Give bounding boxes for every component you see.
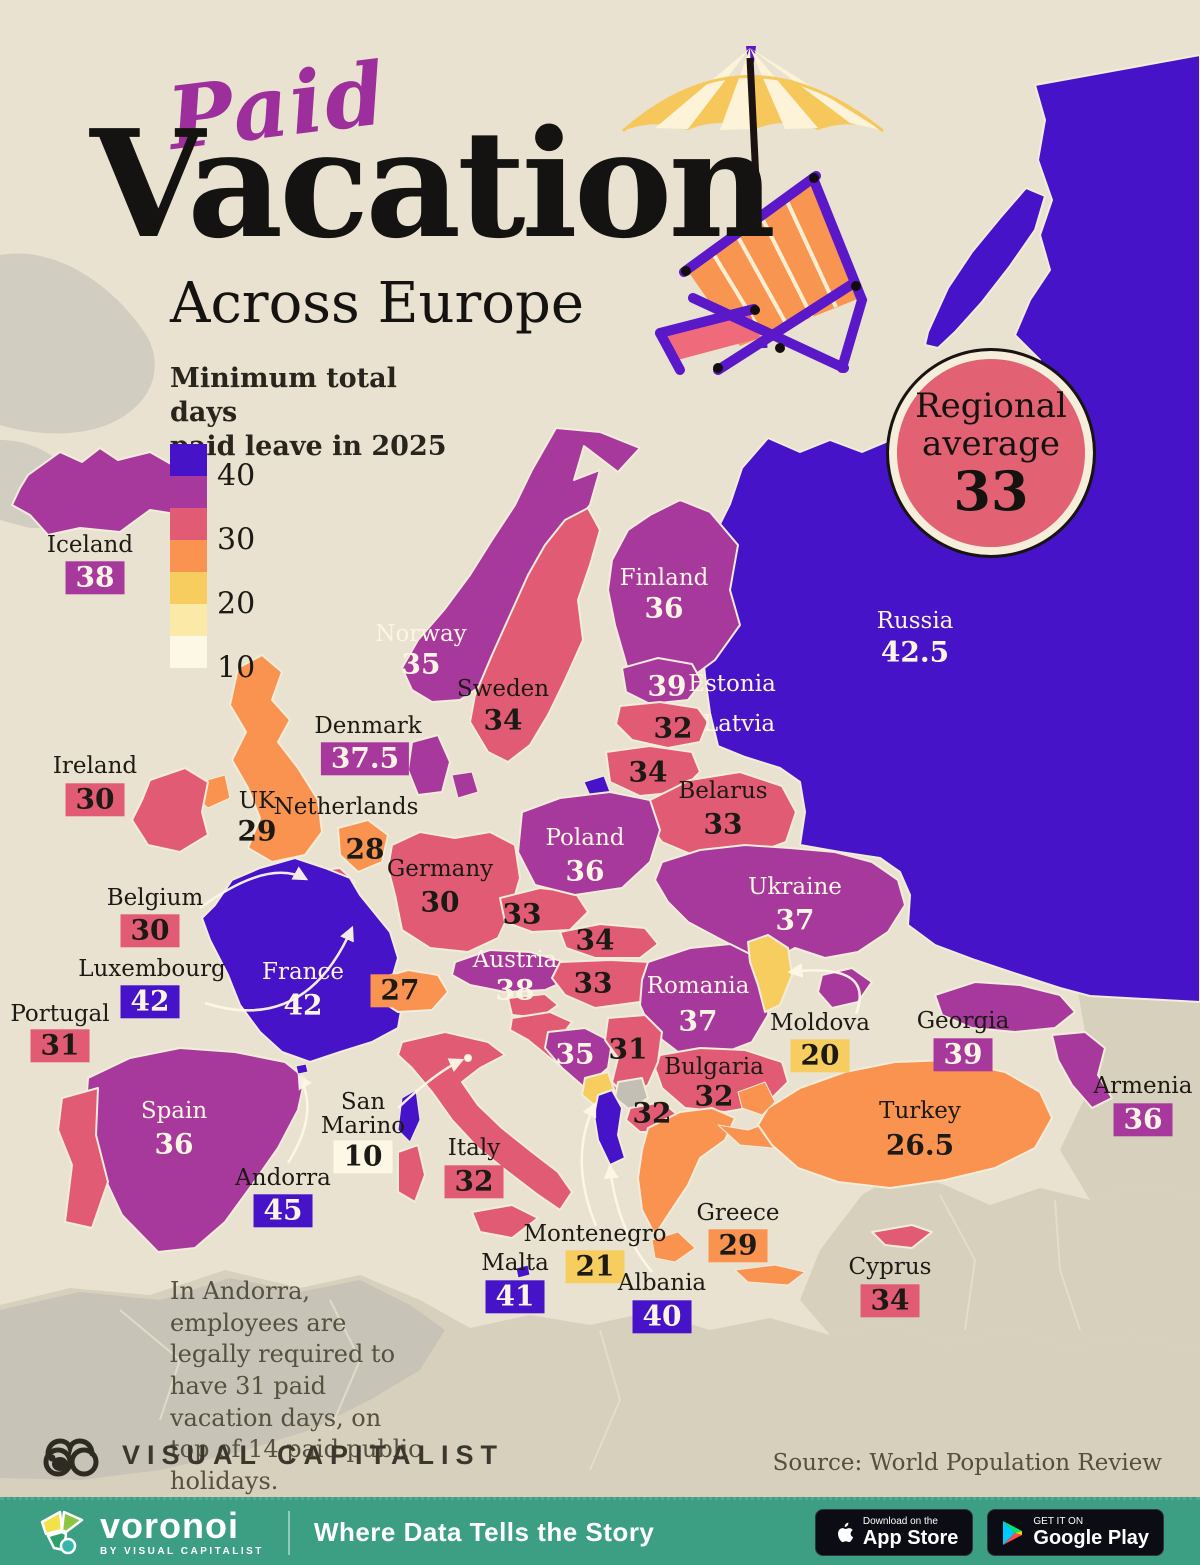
deck-chair-icon	[655, 171, 868, 375]
arrow-san-marino	[397, 1058, 465, 1109]
legend-color-segment	[170, 444, 207, 476]
regional-average-badge: Regional average 33	[886, 348, 1096, 558]
arrow-luxembourg	[204, 925, 354, 1012]
google-play-icon	[1003, 1520, 1023, 1545]
legend-tick-label: 10	[217, 650, 256, 686]
legend-tick-label: 30	[217, 522, 256, 558]
google-play-badge[interactable]: GET IT ON Google Play	[987, 1509, 1164, 1556]
country-shape-poland	[517, 791, 661, 896]
google-play-small-text: GET IT ON	[1033, 1516, 1084, 1527]
title-across-europe: Across Europe	[170, 271, 584, 336]
country-shape-germany	[387, 831, 521, 953]
voronoi-logo-icon	[40, 1510, 84, 1554]
regional-average-label: Regional average	[915, 385, 1067, 464]
legend-color-segment	[170, 508, 207, 540]
country-shape-romania	[639, 943, 771, 1056]
arrow-andorra	[286, 1073, 312, 1164]
country-shape-denmark	[407, 734, 451, 796]
app-store-small-text: Download on the	[862, 1516, 938, 1527]
country-shape-andorra	[295, 1063, 309, 1075]
land-caucasus	[1060, 968, 1200, 1200]
country-shape-austria	[451, 949, 573, 993]
country-shape-uk	[229, 654, 323, 863]
visual-capitalist-wordmark: VISUAL CAPITALIST	[122, 1439, 505, 1470]
footer-tagline: Where Data Tells the Story	[313, 1517, 655, 1547]
legend-color-segment	[170, 540, 207, 572]
title-main-vacation: Vacation	[90, 97, 776, 271]
country-shape-albania	[593, 1089, 626, 1166]
country-shape-turkey	[757, 1059, 1053, 1189]
footer-divider	[287, 1510, 290, 1555]
country-shape-italy	[397, 1031, 573, 1211]
app-store-badge[interactable]: Download on the App Store	[814, 1509, 974, 1556]
decorative-leaf-shape	[0, 253, 155, 434]
beach-illustration	[622, 46, 884, 375]
app-store-big-text: App Store	[862, 1527, 959, 1549]
country-shape-moldova	[747, 934, 793, 1013]
country-shape-novaya-zemlya	[924, 187, 1046, 349]
country-shape-estonia	[621, 657, 703, 705]
country-shape-ireland	[131, 767, 209, 853]
country-shape-cyprus	[871, 1224, 933, 1249]
apple-icon	[837, 1522, 853, 1542]
country-shape-spain	[84, 1047, 306, 1253]
voronoi-wordmark: voronoi	[100, 1505, 239, 1546]
country-shape-sweden	[469, 507, 601, 763]
country-shape-slovakia	[559, 923, 659, 959]
visual-capitalist-logo-icon	[43, 1438, 99, 1477]
legend-tick-label: 20	[217, 586, 256, 622]
andorra-footnote: In Andorra, employees are legally requir…	[170, 1277, 422, 1496]
arrow-moldova	[787, 963, 862, 1015]
land-northwest-africa	[0, 1278, 445, 1480]
google-play-big-text: Google Play	[1033, 1527, 1149, 1549]
arrow-albania	[603, 1163, 653, 1273]
country-shape-san-marino	[464, 1054, 472, 1062]
country-shape-ukraine	[654, 844, 906, 963]
country-shape-sicily	[471, 1204, 539, 1239]
country-shape-latvia	[615, 701, 709, 749]
legend-color-segment	[170, 604, 207, 636]
voronoi-brand: voronoi BY VISUAL CAPITALIST	[36, 1508, 264, 1558]
regional-average-value: 33	[953, 458, 1029, 523]
source-credit: Source: World Population Review	[772, 1450, 1162, 1476]
country-shape-denmark-island	[451, 771, 479, 799]
country-shape-sardinia	[397, 1144, 426, 1203]
country-shape-portugal	[57, 1087, 109, 1229]
arrow-montenegro	[580, 1101, 598, 1227]
country-shape-peloponnese	[651, 1231, 696, 1263]
country-shape-georgia	[934, 981, 1076, 1033]
visual-capitalist-brand: VISUAL CAPITALIST	[40, 1432, 504, 1478]
voronoi-subtitle: BY VISUAL CAPITALIST	[100, 1546, 264, 1557]
land-middle-east	[800, 1172, 1200, 1352]
metric-subtitle: Minimum total days paid leave in 2025	[170, 363, 447, 462]
country-shape-finland	[607, 499, 741, 691]
country-shape-crete	[734, 1264, 806, 1286]
country-shape-malta	[515, 1264, 531, 1279]
country-shape-netherlands	[337, 819, 389, 873]
color-legend: 40 30 20 10	[170, 444, 255, 686]
legend-tick-label: 40	[217, 458, 256, 494]
legend-color-segment	[170, 572, 207, 604]
country-shape-armenia	[1051, 1031, 1113, 1109]
voronoi-footer-bar: voronoi BY VISUAL CAPITALIST Where Data …	[0, 1497, 1200, 1565]
legend-color-segment	[170, 476, 207, 508]
country-shape-turkey-thrace	[737, 1081, 776, 1116]
legend-color-bar	[170, 444, 207, 668]
arrow-belgium	[199, 866, 309, 910]
beach-umbrella-icon	[622, 46, 884, 349]
country-shape-greece	[637, 1107, 736, 1236]
legend-color-segment	[170, 636, 207, 668]
